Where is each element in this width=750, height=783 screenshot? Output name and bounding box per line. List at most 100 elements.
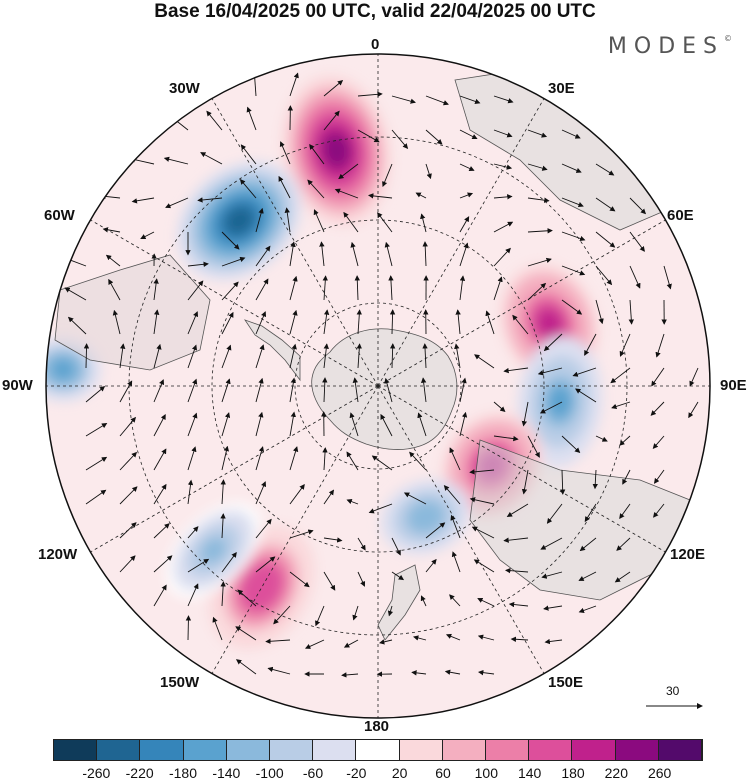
wind-vector (425, 163, 432, 180)
wind-vector (537, 367, 563, 376)
wind-vector (153, 414, 166, 437)
wind-vector (357, 91, 383, 97)
wind-vector (255, 446, 265, 471)
wind-vector (527, 163, 548, 171)
meridian-line (211, 98, 379, 387)
wind-vector (382, 163, 393, 188)
wind-vector (278, 175, 291, 199)
colorbar-ticks: -260 -220 -180 -140 -100 -60 -20 20 60 100 140 180 2… (0, 765, 750, 783)
wind-vector (187, 280, 204, 301)
wind-vector (153, 309, 160, 335)
wind-vector (619, 435, 631, 446)
wind-vector (450, 514, 461, 539)
wind-vector (422, 343, 428, 369)
wind-vector (503, 537, 529, 543)
wind-vector (319, 241, 325, 267)
meridian-line (377, 385, 666, 553)
wind-vector (451, 551, 461, 573)
wind-vector (384, 377, 393, 403)
wind-vector (493, 129, 513, 138)
wind-vector (561, 231, 586, 242)
wind-vector (346, 499, 359, 505)
anomaly-contour (223, 205, 255, 236)
wind-vector (622, 469, 631, 485)
wind-vector (449, 594, 461, 607)
wind-vector (595, 197, 616, 212)
wind-vector (235, 626, 257, 641)
wind-vector (512, 314, 529, 335)
wind-vector (391, 129, 409, 149)
wind-vector (356, 343, 362, 369)
colorbar-tick-label: -100 (255, 765, 284, 781)
wind-vector (255, 411, 264, 437)
wind-vector (85, 423, 108, 437)
wind-vector (153, 555, 173, 573)
wind-vector (221, 311, 234, 335)
wind-vector (653, 469, 665, 484)
wind-vector (212, 616, 223, 641)
wind-vector (455, 309, 461, 335)
wind-vector (289, 275, 298, 301)
wind-vector (652, 435, 665, 449)
wind-vector (67, 316, 87, 335)
wind-vector (187, 446, 197, 471)
wind-vector (119, 451, 138, 471)
wind-vector (289, 309, 298, 335)
wind-vector (527, 257, 552, 267)
new-zealand-landmass (377, 564, 421, 641)
wind-vector (187, 412, 198, 437)
colorbar-tick-label: 180 (561, 765, 585, 781)
wind-vector (503, 367, 529, 374)
anomaly-contour (536, 308, 563, 339)
wind-vector (411, 670, 427, 676)
wind-vector (420, 595, 427, 607)
wind-vector (206, 110, 223, 131)
wind-vector (420, 213, 427, 233)
polar-map (45, 53, 711, 719)
wind-vector (153, 584, 167, 607)
colorbar-swatch (183, 740, 227, 760)
wind-vector (221, 445, 230, 471)
wind-vector (221, 344, 232, 369)
wind-vector (493, 276, 503, 301)
wind-vector (403, 492, 427, 505)
wind-vector (425, 558, 437, 573)
meridian-line (90, 219, 379, 387)
lon-label-150w: 150W (160, 674, 200, 691)
wind-vector (119, 555, 136, 573)
wind-vector (688, 401, 699, 419)
colorbar-tick-label: 220 (604, 765, 629, 781)
wind-vector (544, 638, 563, 645)
wind-vector (578, 571, 597, 581)
wind-vector (474, 354, 495, 369)
wind-vector (119, 416, 136, 437)
wind-vector (473, 559, 495, 573)
wind-vector (220, 513, 226, 539)
wind-vector (220, 479, 226, 505)
wind-vector (357, 537, 366, 551)
wind-vector (350, 241, 359, 267)
wind-vector (611, 401, 631, 409)
wind-vector (559, 469, 566, 495)
wind-vector (521, 401, 529, 427)
wind-vector (323, 489, 335, 505)
wind-vector (279, 141, 291, 165)
wind-vector (521, 469, 529, 495)
wind-vector (235, 659, 257, 675)
colorbar-swatch (226, 740, 271, 760)
wind-vector (105, 254, 121, 267)
wind-vector (510, 636, 529, 642)
wind-vector (240, 144, 257, 165)
wind-vector (85, 456, 108, 471)
wind-vector (539, 401, 563, 414)
wind-vector (443, 485, 461, 505)
wind-vector (459, 129, 478, 140)
wind-vector (543, 605, 563, 611)
wind-vector (322, 275, 328, 301)
wind-vector (309, 143, 325, 165)
wind-vector (153, 343, 162, 369)
wind-vector (119, 343, 126, 369)
wind-vector (540, 537, 563, 550)
meridian-line (377, 385, 545, 674)
wind-vector (595, 299, 604, 325)
